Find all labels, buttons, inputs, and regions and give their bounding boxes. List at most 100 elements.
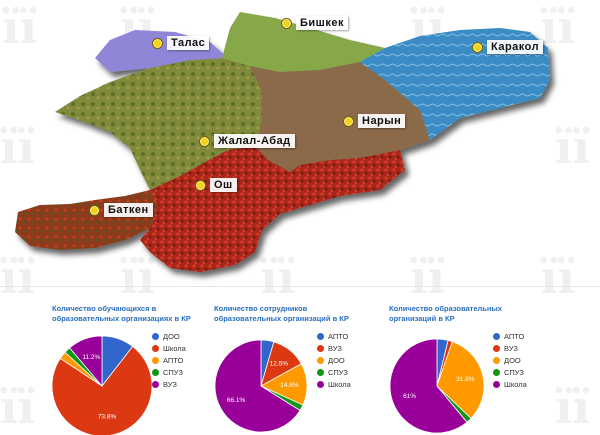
legend-label: СПУЗ [163,367,183,377]
legend-item[interactable]: ВУЗ [152,378,186,390]
legend-label: АПТО [504,331,525,341]
legend-label: ВУЗ [328,343,342,353]
city-naryn[interactable]: Нарын [343,114,406,128]
legend-label: ДОО [504,355,521,365]
city-marker-icon[interactable] [89,204,100,216]
city-label-batken[interactable]: Баткен [104,203,153,217]
region-jalal-abad[interactable] [55,58,262,190]
pie-slice-label: 31.8% [456,376,475,383]
chart-staff: Количество сотрудников образовательных о… [214,300,404,435]
city-marker-icon[interactable] [199,135,210,147]
legend-swatch-icon [493,344,500,352]
chart-legend: АПТО ВУЗ ДОО СПУЗ Школа [493,330,527,390]
pie-slice-label: 14.8% [280,382,299,389]
legend-item[interactable]: АПТО [152,354,186,366]
region-chui[interactable] [222,12,385,72]
kyrgyzstan-map: Талас Бишкек Каракол Нарын Жалал-Абад Ош… [15,12,550,272]
legend-swatch-icon [152,332,159,340]
pie-slice-label: 73.8% [98,414,117,421]
pie-slice-ДОО[interactable] [436,341,485,419]
legend-item[interactable]: АПТО [493,330,527,342]
legend-item[interactable]: Школа [493,378,527,390]
city-marker-icon[interactable] [281,17,292,29]
legend-item[interactable]: АПТО [317,330,351,342]
section-divider [0,286,600,287]
chart-organizations: Количество образовательных организаций в… [389,300,579,435]
city-label-talas[interactable]: Талас [167,36,210,50]
chart-title: Количество сотрудников образовательных о… [214,304,349,323]
legend-swatch-icon [493,368,500,376]
legend-item[interactable]: Школа [152,342,186,354]
chart-title: Количество обучающихся в образовательных… [52,304,191,323]
pie-chart-organizations: 31.8% 61% [389,338,485,434]
legend-item[interactable]: ДОО [493,354,527,366]
legend-label: Школа [328,379,351,389]
pie-slice-Школа[interactable] [389,338,468,434]
legend-label: ДОО [328,355,345,365]
city-marker-icon[interactable] [195,179,206,191]
legend-item[interactable]: ВУЗ [317,342,351,354]
chart-title: Количество образовательных организаций в… [389,304,502,323]
legend-label: ДОО [163,331,180,341]
map-regions [15,12,550,272]
legend-label: ВУЗ [163,379,177,389]
city-batken[interactable]: Баткен [89,203,153,217]
legend-swatch-icon [493,332,500,340]
legend-item[interactable]: СПУЗ [493,366,527,378]
pie-slice-Школа[interactable] [52,345,152,435]
legend-label: СПУЗ [328,367,348,377]
legend-swatch-icon [317,344,324,352]
legend-item[interactable]: ДОО [152,330,186,342]
chart-legend: АПТО ВУЗ ДОО СПУЗ Школа [317,330,351,390]
region-osh[interactable] [140,146,300,272]
pie-slice-label: 11.2% [82,354,100,361]
legend-swatch-icon [317,380,324,388]
legend-item[interactable]: ДОО [317,354,351,366]
legend-label: Школа [504,379,527,389]
city-label-osh[interactable]: Ош [210,178,237,192]
city-marker-icon[interactable] [472,41,483,53]
pie-slice-label: 66.1% [227,397,246,404]
region-naryn[interactable] [250,62,430,172]
legend-swatch-icon [152,380,159,388]
region-osh-fields [290,150,405,208]
city-talas[interactable]: Талас [152,36,210,50]
city-label-karakol[interactable]: Каракол [487,40,544,54]
map-svg [15,12,550,272]
legend-label: АПТО [163,355,184,365]
pie-slice-label: 61% [403,393,416,400]
region-issyk-kul[interactable] [360,28,550,140]
pie-slice-label: 12.5% [270,361,289,368]
legend-item[interactable]: СПУЗ [152,366,186,378]
city-bishkek[interactable]: Бишкек [281,16,348,30]
city-osh[interactable]: Ош [195,178,237,192]
chart-students: Количество обучающихся в образовательных… [52,300,242,435]
region-batken[interactable] [15,190,158,250]
legend-swatch-icon [317,332,324,340]
chart-legend: ДОО Школа АПТО СПУЗ ВУЗ [152,330,186,390]
legend-swatch-icon [152,356,159,364]
legend-label: ВУЗ [504,343,518,353]
legend-swatch-icon [493,380,500,388]
city-marker-icon[interactable] [343,115,354,127]
legend-swatch-icon [317,356,324,364]
city-label-bishkek[interactable]: Бишкек [296,16,348,30]
legend-item[interactable]: Школа [317,378,351,390]
pie-slice-Школа[interactable] [214,339,301,433]
legend-swatch-icon [152,368,159,376]
city-label-jalal-abad[interactable]: Жалал-Абад [214,134,295,148]
legend-item[interactable]: ВУЗ [493,342,527,354]
legend-swatch-icon [152,344,159,352]
legend-label: АПТО [328,331,349,341]
city-jalal-abad[interactable]: Жалал-Абад [199,134,295,148]
legend-swatch-icon [317,368,324,376]
legend-item[interactable]: СПУЗ [317,366,351,378]
legend-swatch-icon [493,356,500,364]
city-label-naryn[interactable]: Нарын [358,114,406,128]
city-karakol[interactable]: Каракол [472,40,544,54]
legend-label: Школа [163,343,186,353]
city-marker-icon[interactable] [152,37,163,49]
pie-chart-students: 73.8% 11.2% [52,335,152,435]
legend-label: СПУЗ [504,367,524,377]
pie-slice-ВУЗ[interactable] [69,335,103,388]
